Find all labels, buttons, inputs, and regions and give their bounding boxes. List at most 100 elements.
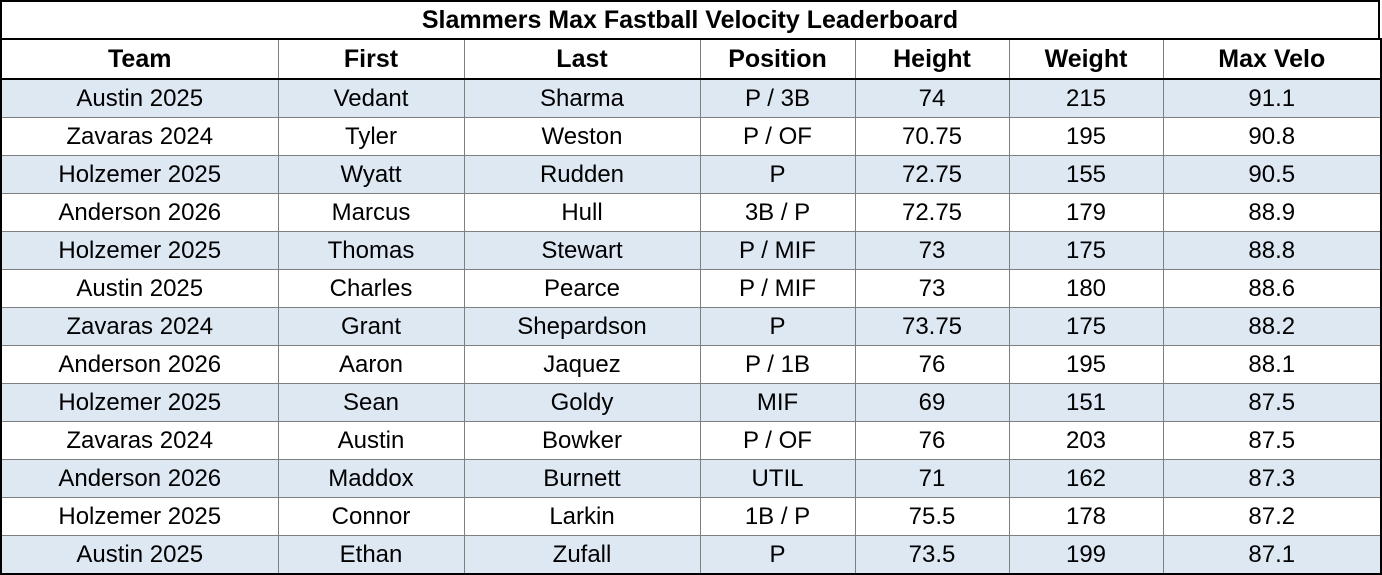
cell-max-velo[interactable]: 90.5 <box>1162 155 1382 194</box>
cell-max-velo[interactable]: 91.1 <box>1162 78 1382 118</box>
cell-first[interactable]: Grant <box>277 307 465 346</box>
cell-first[interactable]: Connor <box>277 497 465 536</box>
leaderboard-title: Slammers Max Fastball Velocity Leaderboa… <box>0 0 1380 38</box>
cell-position[interactable]: P / MIF <box>699 231 856 270</box>
cell-position[interactable]: P <box>699 155 856 194</box>
column-header-max-velo[interactable]: Max Velo <box>1162 38 1382 80</box>
cell-team[interactable]: Anderson 2026 <box>0 459 279 498</box>
cell-team[interactable]: Austin 2025 <box>0 269 279 308</box>
cell-height[interactable]: 75.5 <box>854 497 1010 536</box>
column-header-first[interactable]: First <box>277 38 465 80</box>
cell-first[interactable]: Thomas <box>277 231 465 270</box>
cell-last[interactable]: Bowker <box>463 421 701 460</box>
cell-team[interactable]: Zavaras 2024 <box>0 307 279 346</box>
cell-height[interactable]: 71 <box>854 459 1010 498</box>
cell-height[interactable]: 69 <box>854 383 1010 422</box>
cell-position[interactable]: P / OF <box>699 421 856 460</box>
cell-max-velo[interactable]: 87.2 <box>1162 497 1382 536</box>
cell-weight[interactable]: 179 <box>1008 193 1164 232</box>
cell-max-velo[interactable]: 88.8 <box>1162 231 1382 270</box>
cell-first[interactable]: Maddox <box>277 459 465 498</box>
cell-weight[interactable]: 215 <box>1008 78 1164 118</box>
cell-weight[interactable]: 175 <box>1008 231 1164 270</box>
cell-last[interactable]: Sharma <box>463 78 701 118</box>
cell-position[interactable]: P <box>699 307 856 346</box>
cell-weight[interactable]: 199 <box>1008 535 1164 575</box>
cell-weight[interactable]: 162 <box>1008 459 1164 498</box>
cell-position[interactable]: UTIL <box>699 459 856 498</box>
cell-team[interactable]: Zavaras 2024 <box>0 421 279 460</box>
cell-position[interactable]: P / MIF <box>699 269 856 308</box>
cell-max-velo[interactable]: 87.3 <box>1162 459 1382 498</box>
cell-team[interactable]: Zavaras 2024 <box>0 117 279 156</box>
cell-max-velo[interactable]: 90.8 <box>1162 117 1382 156</box>
cell-last[interactable]: Burnett <box>463 459 701 498</box>
column-header-team[interactable]: Team <box>0 38 279 80</box>
cell-height[interactable]: 73 <box>854 231 1010 270</box>
cell-last[interactable]: Weston <box>463 117 701 156</box>
cell-weight[interactable]: 180 <box>1008 269 1164 308</box>
cell-first[interactable]: Aaron <box>277 345 465 384</box>
cell-position[interactable]: P <box>699 535 856 575</box>
cell-height[interactable]: 76 <box>854 345 1010 384</box>
cell-weight[interactable]: 195 <box>1008 117 1164 156</box>
cell-last[interactable]: Zufall <box>463 535 701 575</box>
column-header-last[interactable]: Last <box>463 38 701 80</box>
cell-height[interactable]: 73 <box>854 269 1010 308</box>
cell-height[interactable]: 73.5 <box>854 535 1010 575</box>
cell-first[interactable]: Sean <box>277 383 465 422</box>
column-header-weight[interactable]: Weight <box>1008 38 1164 80</box>
cell-first[interactable]: Wyatt <box>277 155 465 194</box>
cell-max-velo[interactable]: 88.1 <box>1162 345 1382 384</box>
cell-max-velo[interactable]: 88.9 <box>1162 193 1382 232</box>
cell-last[interactable]: Jaquez <box>463 345 701 384</box>
cell-position[interactable]: MIF <box>699 383 856 422</box>
cell-team[interactable]: Austin 2025 <box>0 535 279 575</box>
cell-last[interactable]: Stewart <box>463 231 701 270</box>
cell-weight[interactable]: 175 <box>1008 307 1164 346</box>
cell-team[interactable]: Anderson 2026 <box>0 345 279 384</box>
cell-height[interactable]: 72.75 <box>854 155 1010 194</box>
cell-weight[interactable]: 203 <box>1008 421 1164 460</box>
cell-last[interactable]: Goldy <box>463 383 701 422</box>
cell-max-velo[interactable]: 88.6 <box>1162 269 1382 308</box>
cell-weight[interactable]: 178 <box>1008 497 1164 536</box>
cell-team[interactable]: Holzemer 2025 <box>0 231 279 270</box>
cell-weight[interactable]: 151 <box>1008 383 1164 422</box>
cell-position[interactable]: P / 1B <box>699 345 856 384</box>
cell-height[interactable]: 74 <box>854 78 1010 118</box>
cell-first[interactable]: Ethan <box>277 535 465 575</box>
cell-last[interactable]: Shepardson <box>463 307 701 346</box>
cell-weight[interactable]: 195 <box>1008 345 1164 384</box>
column-header-height[interactable]: Height <box>854 38 1010 80</box>
cell-weight[interactable]: 155 <box>1008 155 1164 194</box>
cell-last[interactable]: Rudden <box>463 155 701 194</box>
cell-first[interactable]: Charles <box>277 269 465 308</box>
cell-height[interactable]: 70.75 <box>854 117 1010 156</box>
cell-team[interactable]: Holzemer 2025 <box>0 155 279 194</box>
column-header-position[interactable]: Position <box>699 38 856 80</box>
cell-position[interactable]: 3B / P <box>699 193 856 232</box>
cell-last[interactable]: Hull <box>463 193 701 232</box>
cell-team[interactable]: Holzemer 2025 <box>0 497 279 536</box>
cell-first[interactable]: Marcus <box>277 193 465 232</box>
cell-max-velo[interactable]: 87.5 <box>1162 383 1382 422</box>
cell-height[interactable]: 73.75 <box>854 307 1010 346</box>
leaderboard-table: Team First Last Position Height Weight M… <box>0 38 1382 575</box>
cell-team[interactable]: Anderson 2026 <box>0 193 279 232</box>
cell-team[interactable]: Holzemer 2025 <box>0 383 279 422</box>
cell-first[interactable]: Austin <box>277 421 465 460</box>
cell-max-velo[interactable]: 88.2 <box>1162 307 1382 346</box>
cell-max-velo[interactable]: 87.1 <box>1162 535 1382 575</box>
cell-last[interactable]: Larkin <box>463 497 701 536</box>
cell-height[interactable]: 76 <box>854 421 1010 460</box>
cell-position[interactable]: P / 3B <box>699 78 856 118</box>
cell-position[interactable]: P / OF <box>699 117 856 156</box>
cell-height[interactable]: 72.75 <box>854 193 1010 232</box>
cell-max-velo[interactable]: 87.5 <box>1162 421 1382 460</box>
cell-position[interactable]: 1B / P <box>699 497 856 536</box>
cell-first[interactable]: Tyler <box>277 117 465 156</box>
cell-first[interactable]: Vedant <box>277 78 465 118</box>
cell-team[interactable]: Austin 2025 <box>0 78 279 118</box>
cell-last[interactable]: Pearce <box>463 269 701 308</box>
